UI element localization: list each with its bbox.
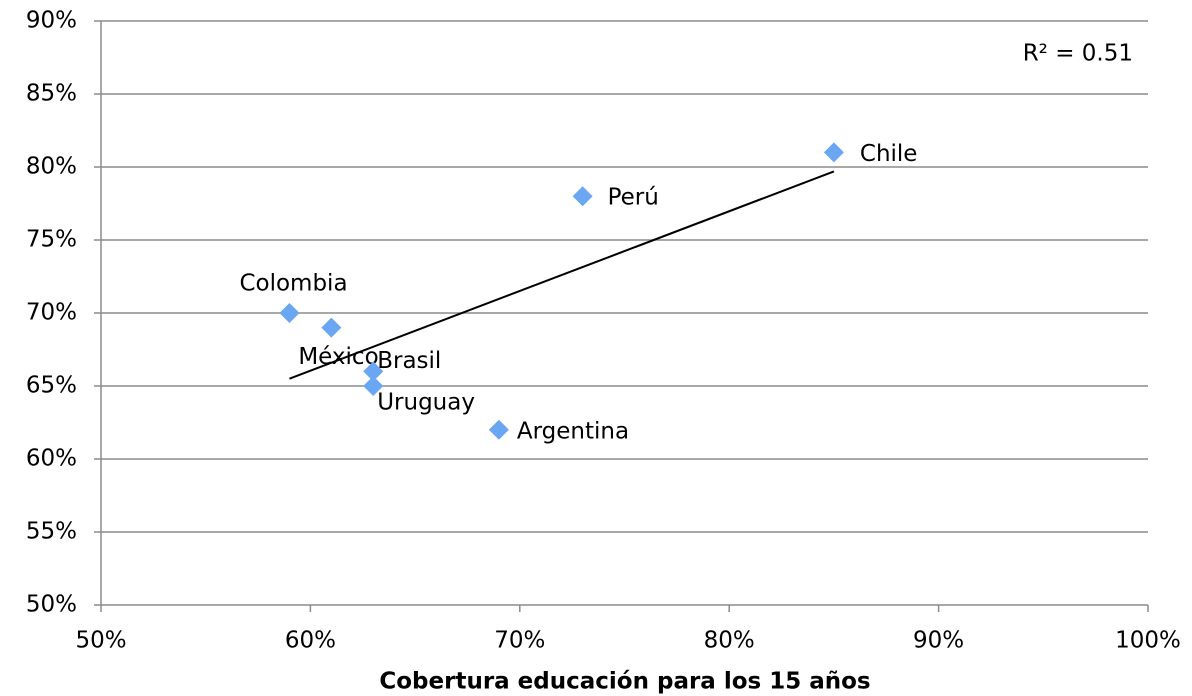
y-tick-label: 75% (26, 227, 77, 253)
marker (823, 142, 844, 163)
y-tick-label: 60% (26, 446, 77, 472)
x-tick-label: 100% (1115, 628, 1181, 654)
trendline (289, 170, 835, 380)
marker (488, 419, 509, 440)
y-tick-label: 70% (26, 300, 77, 326)
marker (363, 361, 384, 382)
data-label: Chile (860, 141, 918, 167)
annotation: R² = 0.51 (1023, 41, 1133, 67)
x-tick-label: 90% (913, 628, 964, 654)
marker (279, 303, 300, 323)
data-label: Perú (608, 185, 659, 211)
marker (572, 186, 593, 207)
y-tick-label: 85% (26, 81, 77, 107)
data-label: Colombia (239, 271, 347, 297)
data-label: Brasil (377, 348, 441, 374)
x-tick-label: 50% (75, 628, 126, 654)
marker (321, 317, 342, 338)
y-tick-label: 50% (26, 592, 77, 618)
y-tick-label: 80% (26, 154, 77, 180)
x-tick-label: 60% (285, 628, 336, 654)
data-label: Argentina (517, 418, 629, 444)
y-tick-label: 90% (26, 8, 77, 34)
x-axis-title: Cobertura educación para los 15 años (379, 669, 870, 695)
y-tick-label: 65% (26, 373, 77, 399)
x-tick-label: 80% (704, 628, 755, 654)
marker (363, 376, 384, 396)
x-tick-label: 70% (494, 628, 545, 654)
data-label: México (298, 344, 378, 370)
data-label: Uruguay (377, 390, 475, 416)
y-tick-label: 55% (26, 519, 77, 545)
